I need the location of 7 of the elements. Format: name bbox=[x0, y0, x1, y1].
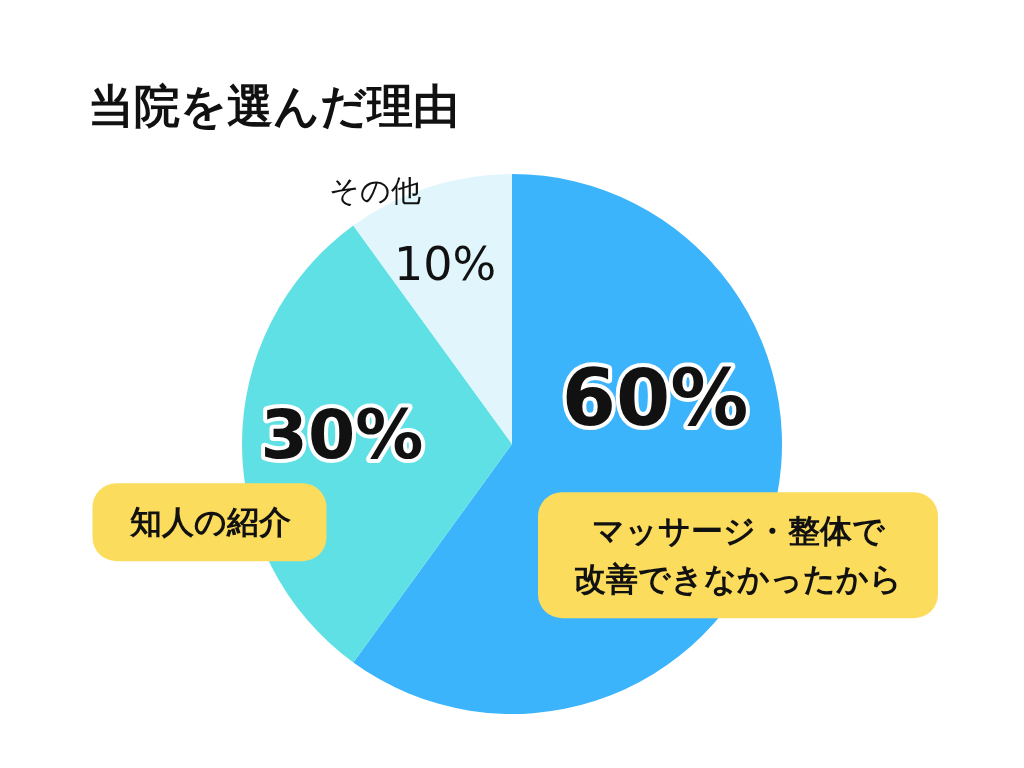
chart-title: 当院を選んだ理由 bbox=[88, 79, 459, 133]
slice-label: その他 bbox=[329, 172, 421, 208]
slice-label: マッサージ・整体で改善できなかったから bbox=[574, 512, 902, 599]
data-label: 60% bbox=[561, 353, 749, 443]
slice-label: 知人の紹介 bbox=[128, 503, 291, 542]
data-label: 30% bbox=[260, 395, 424, 474]
data-label: 10% bbox=[393, 237, 497, 291]
